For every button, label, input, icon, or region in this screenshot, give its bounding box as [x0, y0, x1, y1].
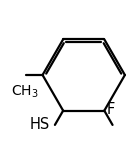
Text: HS: HS: [29, 117, 49, 132]
Text: F: F: [107, 102, 115, 117]
Text: $\mathregular{CH_3}$: $\mathregular{CH_3}$: [11, 84, 38, 100]
